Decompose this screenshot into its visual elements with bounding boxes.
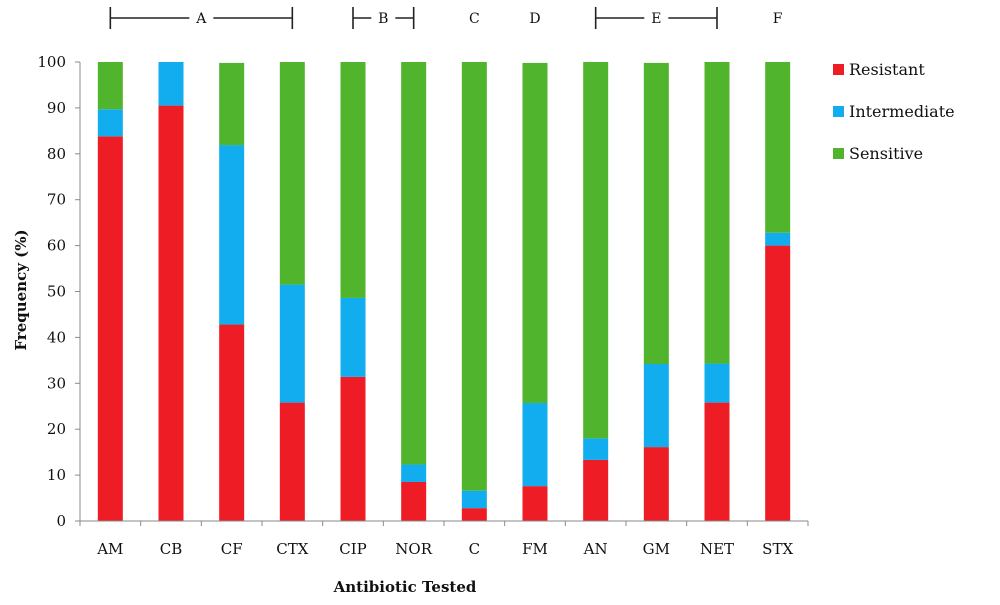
bar-segment-nor-sensitive <box>401 62 427 465</box>
group-brackets: A B C D E F <box>109 7 783 29</box>
group-label-c: C <box>469 11 480 27</box>
x-tick-label-cb: CB <box>160 540 183 558</box>
bar-segment-gm-resistant <box>643 447 669 521</box>
bar-segment-c-intermediate <box>461 490 487 509</box>
bar-segment-fm-sensitive <box>522 62 548 404</box>
legend-swatch-resistant <box>833 64 844 75</box>
y-tick-label: 20 <box>47 420 66 438</box>
bar-segment-an-intermediate <box>583 438 609 460</box>
bar-segment-nor-resistant <box>401 481 427 521</box>
bar-segment-nor-intermediate <box>401 464 427 482</box>
y-tick-label: 30 <box>47 374 66 392</box>
bar-segment-stx-intermediate <box>765 232 791 246</box>
y-tick-label: 90 <box>47 99 66 117</box>
x-tick-label-stx: STX <box>762 540 793 558</box>
y-tick-label: 80 <box>47 145 66 163</box>
bar-segment-stx-sensitive <box>765 62 791 233</box>
x-tick-label-net: NET <box>700 540 734 558</box>
bar-segment-cip-sensitive <box>340 62 366 298</box>
bar-segment-c-resistant <box>461 508 487 521</box>
y-tick-label: 10 <box>47 466 66 484</box>
legend-swatch-sensitive <box>833 148 844 159</box>
bar-segment-gm-intermediate <box>643 364 669 448</box>
bar-segment-am-sensitive <box>97 62 123 110</box>
x-tick-label-cip: CIP <box>339 540 367 558</box>
bar-segment-ctx-resistant <box>279 402 305 521</box>
bar-segment-am-resistant <box>97 136 123 522</box>
x-tick-label-cf: CF <box>221 540 243 558</box>
y-axis-title: Frequency (%) <box>12 229 30 350</box>
bar-segment-cf-sensitive <box>219 62 245 146</box>
group-label-d: D <box>529 11 540 27</box>
y-tick-label: 50 <box>47 283 66 301</box>
legend-label-resistant: Resistant <box>849 60 925 79</box>
bar-segment-cb-resistant <box>158 105 184 521</box>
bar-segment-c-sensitive <box>461 62 487 491</box>
x-tick-label-am: AM <box>96 540 123 558</box>
bar-segment-ctx-intermediate <box>279 284 305 403</box>
group-label-f: F <box>773 11 783 27</box>
legend-swatch-intermediate <box>833 106 844 117</box>
group-label-b: B <box>378 11 388 27</box>
bars-layer <box>97 62 791 522</box>
legend-label-sensitive: Sensitive <box>849 144 923 163</box>
x-tick-label-fm: FM <box>522 540 548 558</box>
bar-segment-am-intermediate <box>97 109 123 137</box>
bar-segment-cf-intermediate <box>219 145 245 325</box>
bar-segment-net-resistant <box>704 402 730 521</box>
bar-segment-cip-resistant <box>340 376 366 521</box>
bar-segment-gm-sensitive <box>643 62 669 365</box>
axes-layer: 0 10 20 30 40 50 60 70 80 90 100 AM CB CF CTX CIP NOR C FM… <box>37 53 809 558</box>
bar-segment-stx-resistant <box>765 245 791 521</box>
x-tick-label-ctx: CTX <box>276 540 308 558</box>
bar-segment-cf-resistant <box>219 324 245 521</box>
y-tick-label: 100 <box>37 53 66 71</box>
y-tick-label: 60 <box>47 237 66 255</box>
bar-segment-an-sensitive <box>583 62 609 439</box>
group-label-e: E <box>651 11 661 27</box>
group-label-a: A <box>195 11 207 27</box>
bar-segment-fm-intermediate <box>522 403 548 487</box>
x-tick-label-nor: NOR <box>395 540 432 558</box>
x-tick-label-c: C <box>469 540 480 558</box>
y-tick-label: 70 <box>47 191 66 209</box>
legend-label-intermediate: Intermediate <box>849 102 955 121</box>
bar-segment-net-intermediate <box>704 363 730 403</box>
bar-segment-net-sensitive <box>704 62 730 364</box>
bar-segment-cip-intermediate <box>340 297 366 377</box>
x-tick-label-gm: GM <box>643 540 670 558</box>
bar-segment-an-resistant <box>583 459 609 521</box>
y-tick-label: 40 <box>47 328 66 346</box>
x-axis-title: Antibiotic Tested <box>333 578 477 596</box>
legend: Resistant Intermediate Sensitive <box>833 60 955 163</box>
x-tick-label-an: AN <box>583 540 608 558</box>
y-tick-label: 0 <box>56 512 66 530</box>
bar-segment-ctx-sensitive <box>279 62 305 285</box>
bar-segment-cb-intermediate <box>158 62 184 106</box>
bar-segment-fm-resistant <box>522 486 548 521</box>
